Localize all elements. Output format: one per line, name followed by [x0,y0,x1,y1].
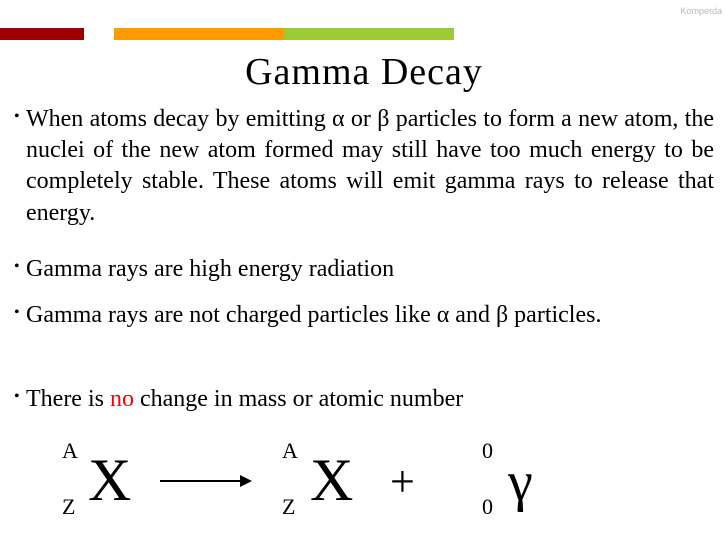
bullet-dot: • [14,387,20,408]
mass-number: A [62,438,78,464]
plus-sign: + [390,456,415,507]
color-bar-segment [0,28,84,40]
decorative-color-bar [0,28,728,40]
watermark-text: Komperda [680,6,722,16]
bullet-dot: • [14,303,20,324]
mass-number: 0 [482,438,493,464]
atomic-number: 0 [482,494,493,520]
bullet-4-text: There is no change in mass or atomic num… [14,384,714,415]
decay-equation: A Z X A Z X + 0 0 γ [50,438,670,528]
color-bar-segment [114,28,284,40]
atomic-number: Z [282,494,295,520]
mass-number: A [282,438,298,464]
atomic-number: Z [62,494,75,520]
bullet-2: • Gamma rays are high energy radiation [14,254,714,285]
bullet-dot: • [14,257,20,278]
gamma-symbol: γ [508,454,533,510]
color-bar-segment [84,28,114,40]
color-bar-segment [454,28,728,40]
bullet-3-text: Gamma rays are not charged particles lik… [14,300,714,331]
bullet-4: • There is no change in mass or atomic n… [14,384,714,415]
element-symbol: X [88,450,131,510]
bullet-3: • Gamma rays are not charged particles l… [14,300,714,331]
arrow-icon [160,480,250,482]
bullet-1: • When atoms decay by emitting α or β pa… [14,104,714,229]
bullet-dot: • [14,107,20,128]
element-symbol: X [310,450,353,510]
bullet-1-text: When atoms decay by emitting α or β part… [14,104,714,229]
bullet-2-text: Gamma rays are high energy radiation [14,254,714,285]
color-bar-segment [284,28,454,40]
slide-title: Gamma Decay [0,50,728,94]
